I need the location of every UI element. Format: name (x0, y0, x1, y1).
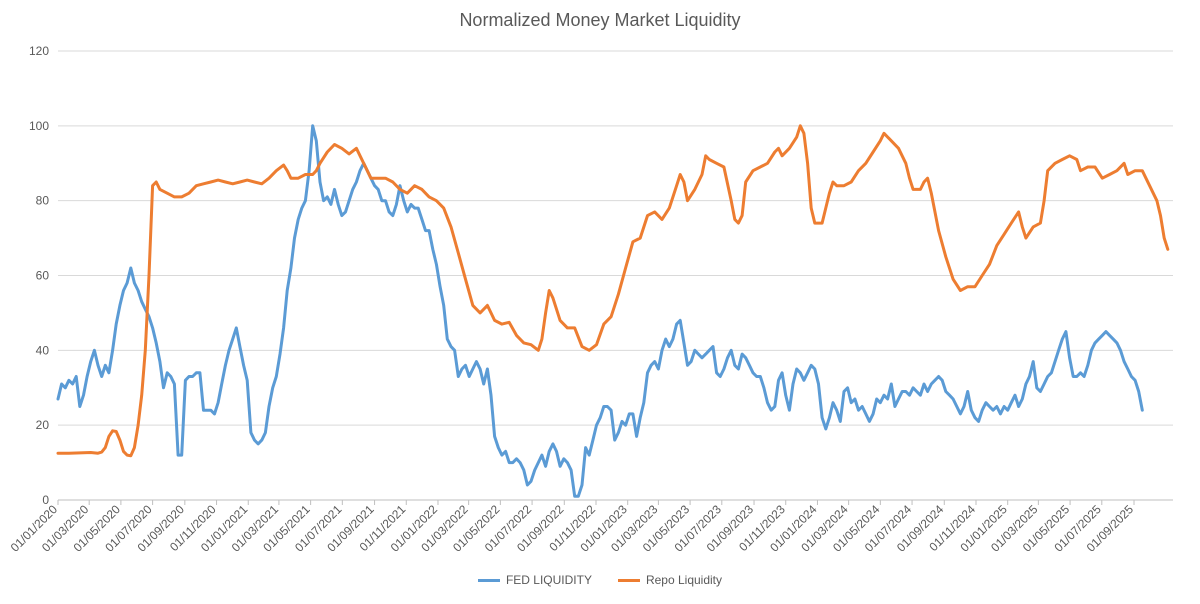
legend-swatch-repo-liquidity (617, 578, 640, 582)
y-tick-label: 120 (29, 44, 49, 58)
series-layer (56, 124, 1170, 498)
y-tick-label: 40 (36, 343, 50, 357)
series-line-repo-liquidity (56, 124, 1170, 458)
legend-item-repo-liquidity: Repo Liquidity (617, 573, 723, 587)
legend-label-repo-liquidity: Repo Liquidity (645, 573, 723, 587)
y-tick-label: 60 (36, 269, 50, 283)
grid-layer (58, 50, 1173, 501)
y-tick-label: 80 (36, 194, 50, 208)
y-axis: 0 20 40 60 80 100 120 (29, 44, 49, 507)
series-line-fed-liquidity (56, 124, 1144, 498)
chart-title: Normalized Money Market Liquidity (459, 10, 741, 30)
x-axis: 01/01/202001/03/202001/05/202001/07/2020… (8, 500, 1136, 555)
legend: FED LIQUIDITY Repo Liquidity (0, 573, 1200, 587)
y-tick-label: 20 (36, 418, 50, 432)
y-tick-label: 0 (42, 493, 49, 507)
y-tick-label: 100 (29, 119, 49, 133)
legend-item-fed-liquidity: FED LIQUIDITY (477, 573, 592, 587)
legend-swatch-fed-liquidity (477, 578, 500, 582)
legend-label-fed-liquidity: FED LIQUIDITY (505, 573, 592, 587)
